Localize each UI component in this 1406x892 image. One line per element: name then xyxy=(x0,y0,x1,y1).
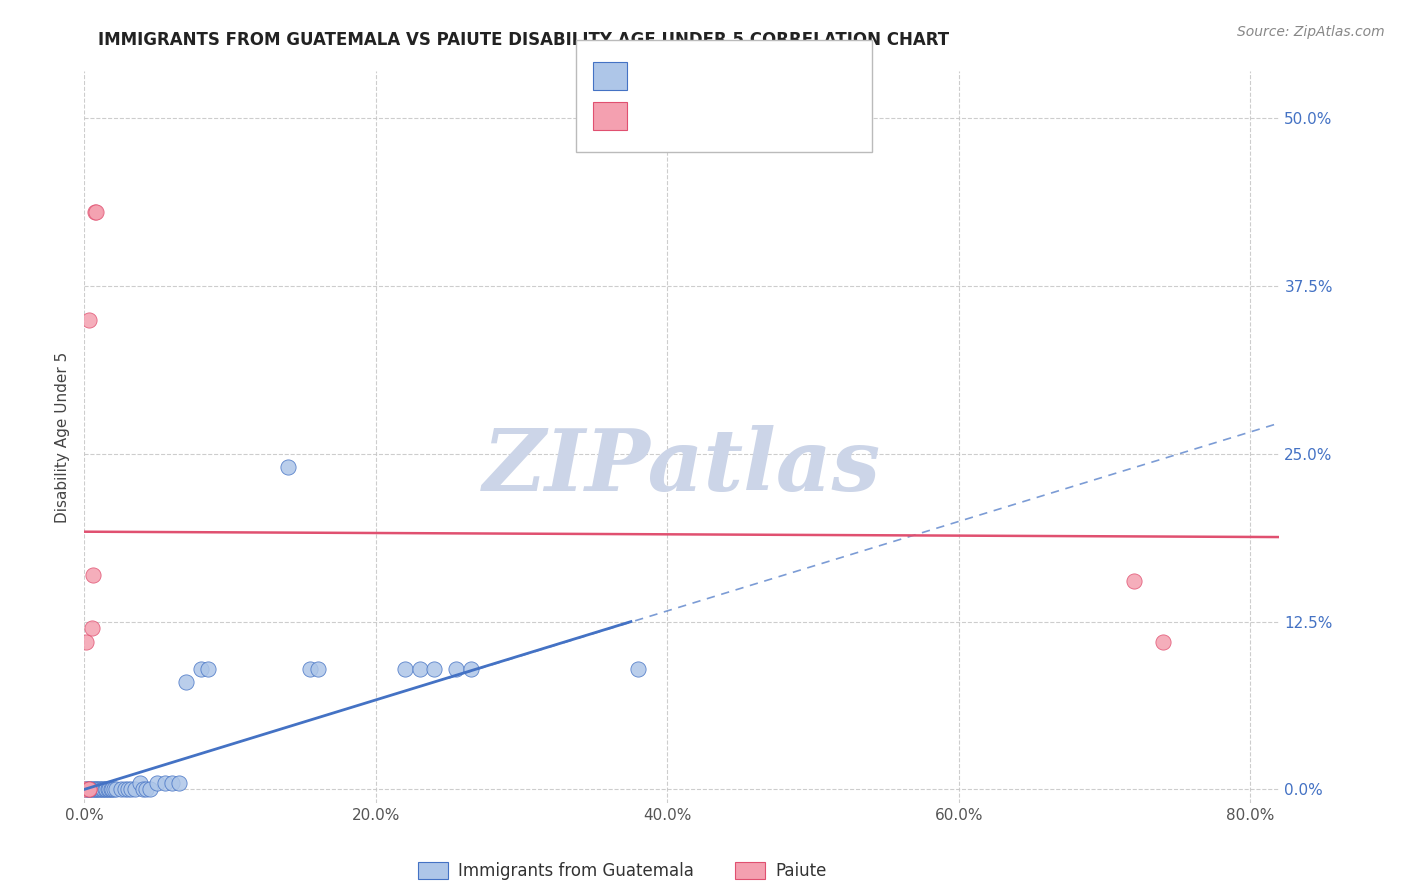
Point xyxy=(79,782,101,797)
Point xyxy=(1152,634,1174,648)
Point xyxy=(277,460,299,475)
Point xyxy=(83,205,105,219)
Point xyxy=(124,782,146,797)
Point xyxy=(103,782,125,797)
Point xyxy=(128,775,150,789)
Text: R = -0.005   N =  11: R = -0.005 N = 11 xyxy=(637,109,792,123)
Point xyxy=(96,782,118,797)
Point xyxy=(77,782,100,797)
Point xyxy=(87,782,110,797)
Point xyxy=(105,782,128,797)
Point xyxy=(120,782,142,797)
Point xyxy=(100,782,122,797)
Point xyxy=(299,662,322,676)
Point xyxy=(98,782,121,797)
Point xyxy=(82,782,104,797)
Point xyxy=(394,662,416,676)
Y-axis label: Disability Age Under 5: Disability Age Under 5 xyxy=(55,351,70,523)
Point xyxy=(139,782,162,797)
Point xyxy=(82,567,104,582)
Point xyxy=(408,662,430,676)
Point xyxy=(90,782,112,797)
Text: ZIPatlas: ZIPatlas xyxy=(482,425,882,508)
Point xyxy=(75,634,97,648)
Point xyxy=(77,782,100,797)
Point xyxy=(1122,574,1144,589)
Point xyxy=(117,782,139,797)
Point xyxy=(77,782,100,797)
Point xyxy=(84,205,107,219)
Point xyxy=(423,662,446,676)
Legend: Immigrants from Guatemala, Paiute: Immigrants from Guatemala, Paiute xyxy=(411,855,834,887)
Point xyxy=(444,662,467,676)
Point xyxy=(135,782,157,797)
Text: IMMIGRANTS FROM GUATEMALA VS PAIUTE DISABILITY AGE UNDER 5 CORRELATION CHART: IMMIGRANTS FROM GUATEMALA VS PAIUTE DISA… xyxy=(98,31,949,49)
Point xyxy=(91,782,114,797)
Point xyxy=(75,782,97,797)
Point xyxy=(83,782,105,797)
Point xyxy=(94,782,117,797)
Point xyxy=(146,775,169,789)
Point xyxy=(86,782,108,797)
Point xyxy=(197,662,219,676)
Point xyxy=(627,662,650,676)
Point xyxy=(131,782,153,797)
Point xyxy=(89,782,111,797)
Point xyxy=(84,782,107,797)
Point xyxy=(307,662,329,676)
Point xyxy=(73,782,96,797)
Point xyxy=(190,662,212,676)
Point xyxy=(80,621,103,635)
Point xyxy=(110,782,132,797)
Text: R =  0.498   N = 46: R = 0.498 N = 46 xyxy=(637,69,786,83)
Point xyxy=(160,775,183,789)
Text: Source: ZipAtlas.com: Source: ZipAtlas.com xyxy=(1237,25,1385,39)
Point xyxy=(101,782,124,797)
Point xyxy=(76,782,98,797)
Point xyxy=(77,312,100,326)
Point xyxy=(97,782,120,797)
Point xyxy=(153,775,176,789)
Point xyxy=(176,675,198,690)
Point xyxy=(167,775,190,789)
Point xyxy=(80,782,103,797)
Point xyxy=(114,782,136,797)
Point xyxy=(460,662,482,676)
